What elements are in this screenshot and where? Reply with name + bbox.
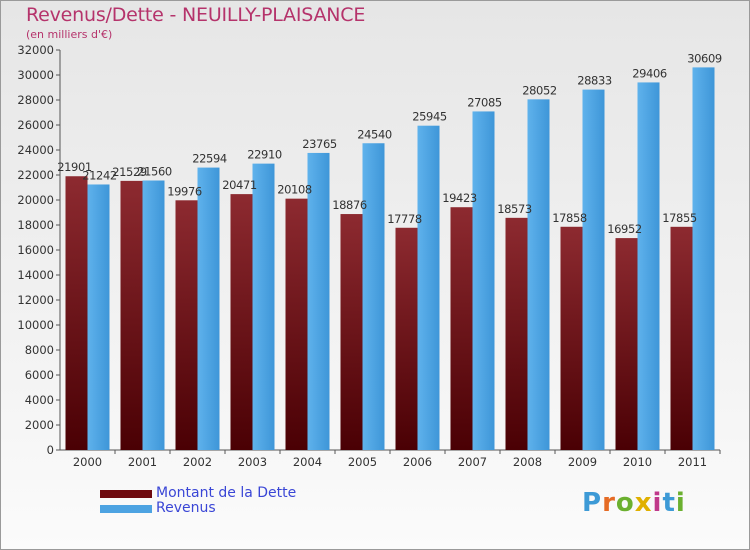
data-label: 17858 (552, 211, 587, 225)
data-label: 21560 (137, 165, 172, 179)
bar-dette (615, 238, 638, 450)
y-tick-label: 0 (47, 443, 54, 457)
bar-revenus (582, 89, 605, 451)
data-labels: 21901 21529 19976 20471 20108 18876 17778 19423… (57, 51, 722, 236)
y-tick-label: 18000 (17, 218, 54, 232)
bar-revenus (527, 99, 550, 450)
data-label: 30609 (687, 51, 722, 65)
y-tick-label: 10000 (17, 318, 54, 332)
data-label: 19423 (442, 191, 477, 205)
bar-dette (395, 227, 418, 450)
x-tick-label: 2006 (403, 455, 432, 469)
bar-dette (560, 226, 583, 450)
data-label: 28052 (522, 83, 557, 97)
y-tick-label: 8000 (25, 343, 54, 357)
y-tick-label: 2000 (25, 418, 54, 432)
x-tick-label: 2008 (513, 455, 542, 469)
bar-revenus (252, 163, 275, 450)
data-label: 17778 (387, 212, 422, 226)
legend-label-dette: Montant de la Dette (156, 485, 297, 501)
x-tick-label: 2002 (183, 455, 212, 469)
logo-letter: o (615, 488, 635, 518)
bar-revenus (692, 67, 715, 450)
bar-dette (65, 176, 88, 451)
y-tick-label: 26000 (17, 118, 54, 132)
y-tick-label: 32000 (17, 43, 54, 57)
y-tick-label: 24000 (17, 143, 54, 157)
bars (65, 67, 715, 451)
y-tick-label: 20000 (17, 193, 54, 207)
bar-dette (505, 217, 528, 450)
legend-label-revenus: Revenus (156, 500, 216, 516)
axes: 0 2000 4000 6000 8000 10000 12000 14000 16000 180… (17, 43, 721, 469)
bar-revenus (87, 184, 110, 450)
y-tick-label: 28000 (17, 93, 54, 107)
data-label: 18573 (497, 202, 532, 216)
y-tick-label: 30000 (17, 68, 54, 82)
data-label: 23765 (302, 137, 337, 151)
y-tick-label: 22000 (17, 168, 54, 182)
x-tick-label: 2000 (73, 455, 102, 469)
bar-revenus (142, 180, 165, 450)
data-label: 22594 (192, 152, 227, 166)
data-label: 19976 (167, 184, 202, 198)
y-tick-label: 16000 (17, 243, 54, 257)
bar-revenus (197, 167, 220, 450)
bar-revenus (362, 143, 385, 450)
data-label: 20471 (222, 178, 257, 192)
x-tick-label: 2007 (458, 455, 487, 469)
legend-swatch-dette (100, 490, 152, 498)
x-tick-label: 2009 (568, 455, 597, 469)
legend-swatch-revenus (100, 505, 152, 513)
bar-dette (230, 194, 253, 450)
logo-letter: r (602, 488, 616, 518)
data-label: 16952 (607, 222, 642, 236)
data-label: 21901 (57, 160, 92, 174)
x-tick-label: 2005 (348, 455, 377, 469)
bar-revenus (637, 82, 660, 451)
bar-dette (120, 180, 143, 450)
data-label: 21242 (82, 168, 117, 182)
logo-letter: i (652, 488, 663, 518)
bar-dette (450, 207, 473, 450)
data-label: 18876 (332, 198, 367, 212)
data-label: 28833 (577, 74, 612, 88)
y-tick-label: 6000 (25, 368, 54, 382)
x-tick-label: 2010 (623, 455, 652, 469)
x-tick-label: 2001 (128, 455, 157, 469)
bar-dette (175, 200, 198, 450)
bar-revenus (307, 152, 330, 450)
bar-revenus (417, 125, 440, 450)
y-tick-label: 14000 (17, 268, 54, 282)
chart-subtitle: (en milliers d'€) (26, 28, 113, 41)
data-label: 17855 (662, 211, 697, 225)
proxiti-logo: Proxiti (582, 488, 686, 518)
y-tick-label: 12000 (17, 293, 54, 307)
x-tick-label: 2011 (678, 455, 707, 469)
logo-letter: x (634, 488, 653, 518)
bar-revenus (472, 111, 495, 450)
x-tick-label: 2004 (293, 455, 322, 469)
y-tick-label: 4000 (25, 393, 54, 407)
bar-dette (670, 226, 693, 450)
data-label: 24540 (357, 127, 392, 141)
logo-letter: t (662, 488, 676, 518)
data-label: 20108 (277, 183, 312, 197)
x-tick-label: 2003 (238, 455, 267, 469)
data-label: 21529 (112, 165, 147, 179)
bar-dette (340, 214, 363, 450)
data-label: 29406 (632, 66, 667, 80)
data-label: 27085 (467, 95, 502, 109)
bar-dette (285, 198, 308, 450)
data-label: 25945 (412, 110, 447, 124)
logo-letter: P (582, 488, 603, 518)
data-label: 22910 (247, 148, 282, 162)
logo-letter: i (675, 488, 686, 518)
chart-title: Revenus/Dette - NEUILLY-PLAISANCE (26, 4, 366, 26)
